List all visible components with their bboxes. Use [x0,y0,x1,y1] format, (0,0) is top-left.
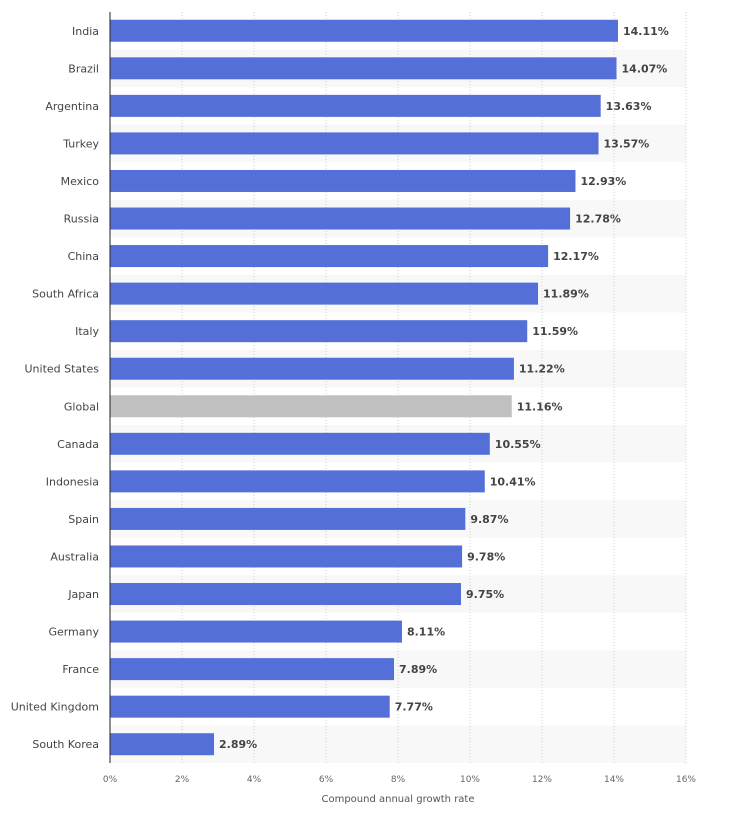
bar-russia [110,207,571,230]
data-label: 11.22% [519,363,565,376]
x-tick-label: 16% [676,775,696,785]
x-tick-label: 12% [532,775,552,785]
category-label: South Africa [32,288,99,301]
data-label: 9.87% [470,513,508,526]
category-label: Japan [67,588,99,601]
category-label: Australia [50,550,99,563]
category-label: Germany [48,626,99,639]
data-label: 10.55% [495,438,541,451]
category-label: Spain [68,513,99,526]
x-tick-label: 10% [460,775,480,785]
data-label: 8.11% [407,626,445,639]
category-label: Russia [64,213,99,226]
x-tick-label: 6% [319,775,334,785]
bar-turkey [110,132,599,155]
bar-brazil [110,57,617,80]
bar-united-kingdom [110,695,390,718]
x-tick-label: 4% [247,775,262,785]
category-label: United States [25,363,100,376]
category-label: China [68,250,99,263]
x-tick-label: 14% [604,775,624,785]
category-label: Indonesia [46,475,99,488]
data-label: 9.78% [467,550,505,563]
data-label: 11.59% [532,325,578,338]
bar-south-korea [110,733,215,756]
bar-south-africa [110,282,539,305]
bar-australia [110,545,463,568]
bar-japan [110,583,461,606]
data-label: 7.89% [399,663,437,676]
category-label: Italy [75,325,99,338]
data-label: 9.75% [466,588,504,601]
data-label: 12.78% [575,213,621,226]
bar-italy [110,320,528,343]
bar-india [110,19,618,42]
data-label: 14.07% [622,62,668,75]
data-label: 11.89% [543,288,589,301]
bar-canada [110,432,490,455]
x-axis-title: Compound annual growth rate [321,794,474,805]
data-label: 7.77% [395,701,433,714]
data-label: 12.93% [580,175,626,188]
data-label: 10.41% [490,475,536,488]
x-tick-label: 2% [175,775,190,785]
x-tick-label: 0% [103,775,118,785]
category-label: Turkey [62,137,99,150]
data-label: 13.63% [606,100,652,113]
bar-global [110,395,512,418]
data-label: 11.16% [517,400,563,413]
bar-spain [110,507,466,530]
x-tick-label: 8% [391,775,406,785]
bar-germany [110,620,402,643]
category-label: Canada [57,438,99,451]
bar-mexico [110,169,576,192]
bar-united-states [110,357,514,380]
category-label: Mexico [61,175,100,188]
category-label: Global [64,400,99,413]
category-label: Brazil [68,62,99,75]
category-label: France [62,663,99,676]
data-label: 12.17% [553,250,599,263]
data-label: 2.89% [219,738,257,751]
bar-indonesia [110,470,485,493]
category-label: India [72,25,99,38]
bar-argentina [110,94,601,117]
bar-france [110,658,395,681]
data-label: 13.57% [604,137,650,150]
data-label: 14.11% [623,25,669,38]
category-label: United Kingdom [11,701,99,714]
bar-china [110,245,549,268]
category-label: South Korea [32,738,99,751]
category-label: Argentina [45,100,99,113]
